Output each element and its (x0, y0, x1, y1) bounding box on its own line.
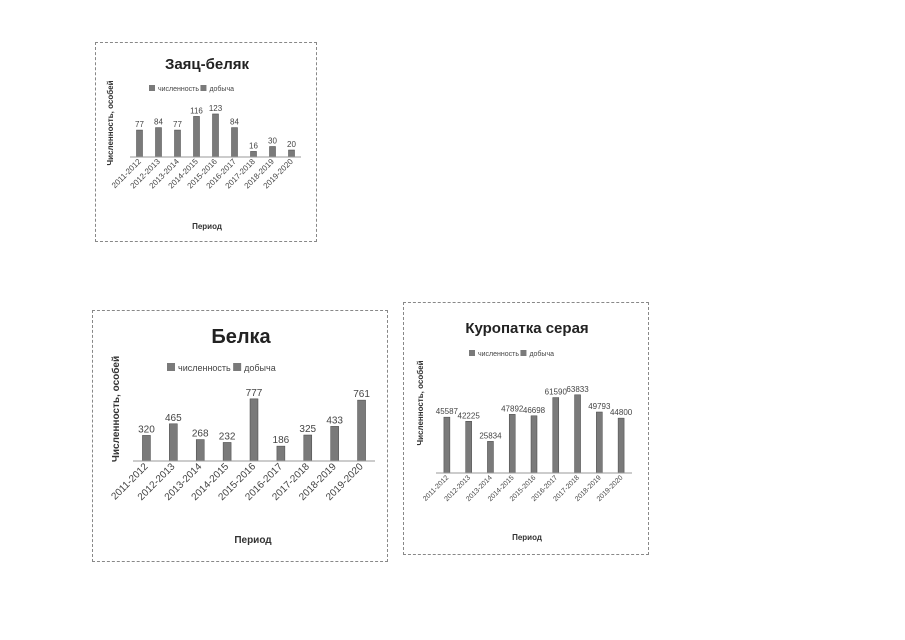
legend-entry: численность (178, 363, 231, 373)
data-label: 25834 (479, 431, 502, 440)
bar (443, 416, 451, 474)
legend-entry: численность (158, 86, 199, 93)
chart-svg: Куропатка серая численность добыча 45587 4… (416, 320, 633, 542)
data-label: 47892 (501, 404, 524, 413)
legend-swatch (149, 85, 155, 91)
bar (357, 399, 366, 462)
data-label: 77 (173, 120, 182, 129)
chart-kuropatka-seraya: Куропатка серая численность добыча 45587 4… (403, 302, 649, 555)
bar (330, 426, 339, 462)
x-axis-title: Период (234, 535, 272, 546)
data-label: 61590 (545, 388, 568, 397)
data-label: 44800 (610, 408, 633, 417)
bar (155, 127, 162, 158)
bar (288, 149, 295, 158)
bar (465, 421, 472, 474)
data-label: 465 (165, 413, 182, 424)
bar (142, 435, 151, 462)
bar (617, 417, 625, 474)
chart-title: Белка (211, 326, 271, 348)
x-axis-title: Период (192, 222, 222, 231)
bar (250, 151, 257, 158)
data-label: 433 (326, 415, 343, 426)
bar (169, 423, 178, 462)
data-label: 84 (230, 118, 239, 127)
bar (574, 394, 581, 474)
bar (193, 116, 200, 158)
bar (195, 439, 205, 462)
bar (222, 442, 232, 462)
legend-swatch (520, 350, 527, 356)
legend-entry: добыча (529, 350, 554, 358)
data-label: 320 (138, 424, 155, 435)
y-axis-title: Численность, особей (110, 356, 122, 462)
bar (276, 445, 286, 462)
data-label: 46698 (523, 406, 546, 415)
legend-entry: добыча (209, 85, 234, 93)
data-label: 761 (353, 389, 370, 400)
bar (269, 146, 276, 158)
bar (596, 411, 603, 474)
data-label: 63833 (566, 385, 589, 394)
x-axis-title: Период (512, 533, 542, 542)
legend-entry: добыча (244, 363, 276, 373)
data-label: 16 (249, 141, 258, 150)
data-label: 186 (273, 435, 290, 446)
data-label: 77 (135, 120, 144, 129)
bar (508, 414, 516, 474)
bar (552, 397, 560, 474)
chart-zayac-belyak: Заяц-беляк численность добыча 77 84 77 116 12… (95, 42, 317, 242)
data-label: 49793 (588, 402, 611, 411)
chart-svg: Заяц-беляк численность добыча 77 84 77 116 12… (106, 56, 301, 231)
chart-title: Куропатка серая (465, 320, 588, 337)
legend-swatch (167, 363, 175, 371)
bar (136, 129, 143, 158)
bar (212, 113, 219, 158)
legend-entry: численность (478, 351, 519, 358)
data-label: 325 (299, 424, 316, 435)
data-label: 30 (268, 137, 277, 146)
chart-title: Заяц-беляк (165, 56, 250, 73)
bar (303, 434, 313, 462)
bar (249, 398, 259, 462)
y-axis-title: Численность, особей (416, 360, 425, 445)
bar (487, 441, 494, 474)
legend-swatch (469, 350, 475, 356)
data-label: 777 (246, 388, 263, 399)
data-label: 268 (192, 429, 209, 440)
bar (174, 129, 181, 158)
data-label: 84 (154, 118, 163, 127)
chart-belka: Белка численность добыча 320 465 268 232 777 1… (92, 310, 388, 562)
y-axis-title: Численность, особей (106, 80, 115, 165)
chart-svg: Белка численность добыча 320 465 268 232 777 1… (109, 326, 375, 546)
bar (530, 415, 538, 474)
legend-swatch (200, 85, 207, 91)
legend-swatch (233, 363, 242, 371)
data-label: 123 (209, 104, 223, 113)
bar (231, 127, 238, 158)
data-label: 232 (219, 431, 236, 442)
data-label: 116 (190, 106, 203, 115)
data-label: 45587 (436, 407, 459, 416)
data-label: 20 (287, 140, 296, 149)
data-label: 42225 (458, 411, 481, 420)
